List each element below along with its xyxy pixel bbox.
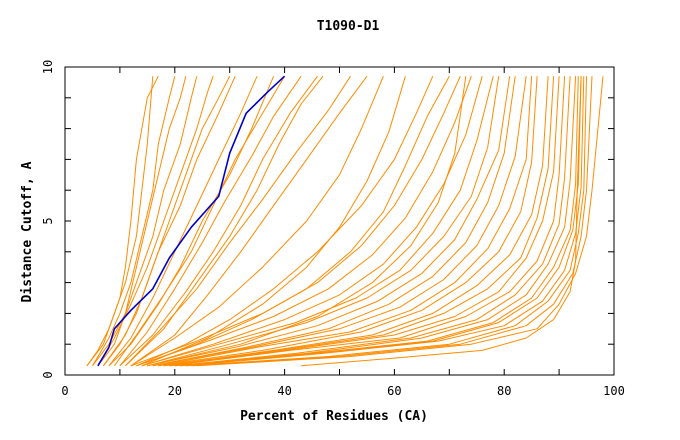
y-tick-label: 10 [41, 60, 55, 74]
series-line [152, 76, 516, 367]
series-line [174, 76, 571, 367]
series-line [301, 76, 582, 367]
series-layer [86, 75, 604, 367]
series-line [97, 76, 214, 367]
series-line [191, 76, 593, 367]
series-line [86, 75, 159, 367]
series-line [169, 76, 566, 367]
series-line [108, 76, 275, 367]
series-line [185, 76, 587, 367]
series-line [152, 76, 527, 367]
series-line [119, 75, 302, 367]
series-line [147, 76, 467, 367]
y-axis-label: Distance Cutoff, A [20, 161, 35, 302]
series-line [119, 75, 318, 367]
series-line [141, 76, 406, 367]
series-line [113, 75, 286, 367]
series-line [130, 76, 384, 367]
series-line [125, 75, 324, 367]
series-line [86, 76, 154, 367]
series-line [136, 76, 472, 367]
series-line-highlight [97, 75, 286, 367]
series-line [92, 76, 176, 367]
x-tick-label: 60 [387, 384, 401, 398]
series-line [169, 76, 560, 367]
series-line [130, 75, 368, 367]
tick-layer: 0 20 40 60 80 100 0 5 10 [41, 60, 625, 398]
x-tick-label: 40 [277, 384, 291, 398]
series-line [130, 75, 461, 367]
series-line [136, 75, 450, 367]
chart-title: T1090-D1 [317, 19, 380, 34]
series-line [102, 75, 236, 367]
series-line [97, 76, 198, 367]
y-tick-label: 5 [41, 217, 55, 224]
series-line [136, 75, 434, 367]
series-line [185, 76, 585, 367]
x-tick-label: 0 [61, 384, 68, 398]
x-tick-label: 20 [168, 384, 182, 398]
series-line [147, 76, 511, 367]
series-line [158, 76, 538, 367]
series-line [108, 75, 258, 367]
series-line [141, 76, 494, 367]
series-line [125, 75, 351, 367]
series-line [141, 76, 483, 367]
x-tick-label: 80 [497, 384, 511, 398]
series-line [196, 76, 604, 367]
x-tick-label: 100 [603, 384, 625, 398]
series-line [147, 76, 500, 367]
series-line [180, 76, 579, 367]
series-line [163, 76, 549, 367]
series-line [92, 76, 187, 367]
series-line [174, 76, 577, 367]
x-axis-label: Percent of Residues (CA) [240, 409, 428, 424]
series-line [158, 76, 533, 367]
y-tick-label: 0 [41, 371, 55, 378]
series-line [163, 76, 555, 367]
series-line [180, 76, 582, 367]
